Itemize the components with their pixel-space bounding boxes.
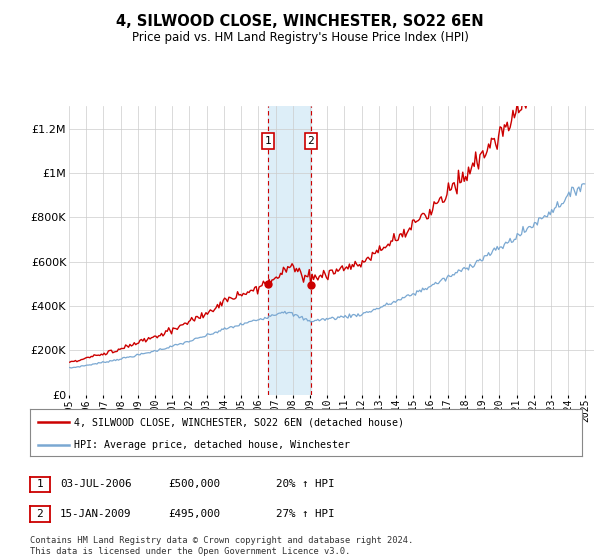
Text: 03-JUL-2006: 03-JUL-2006 bbox=[60, 479, 131, 489]
Text: 1: 1 bbox=[37, 479, 43, 489]
Text: £495,000: £495,000 bbox=[168, 509, 220, 519]
Text: 15-JAN-2009: 15-JAN-2009 bbox=[60, 509, 131, 519]
Text: £500,000: £500,000 bbox=[168, 479, 220, 489]
Text: 2: 2 bbox=[307, 136, 314, 146]
Text: HPI: Average price, detached house, Winchester: HPI: Average price, detached house, Winc… bbox=[74, 440, 350, 450]
Text: 27% ↑ HPI: 27% ↑ HPI bbox=[276, 509, 335, 519]
Text: Contains HM Land Registry data © Crown copyright and database right 2024.
This d: Contains HM Land Registry data © Crown c… bbox=[30, 536, 413, 556]
Text: 20% ↑ HPI: 20% ↑ HPI bbox=[276, 479, 335, 489]
Text: 4, SILWOOD CLOSE, WINCHESTER, SO22 6EN (detached house): 4, SILWOOD CLOSE, WINCHESTER, SO22 6EN (… bbox=[74, 417, 404, 427]
Text: Price paid vs. HM Land Registry's House Price Index (HPI): Price paid vs. HM Land Registry's House … bbox=[131, 31, 469, 44]
Bar bbox=[268, 106, 311, 395]
Text: 4, SILWOOD CLOSE, WINCHESTER, SO22 6EN: 4, SILWOOD CLOSE, WINCHESTER, SO22 6EN bbox=[116, 14, 484, 29]
Text: 1: 1 bbox=[264, 136, 271, 146]
Text: 2: 2 bbox=[37, 509, 43, 519]
